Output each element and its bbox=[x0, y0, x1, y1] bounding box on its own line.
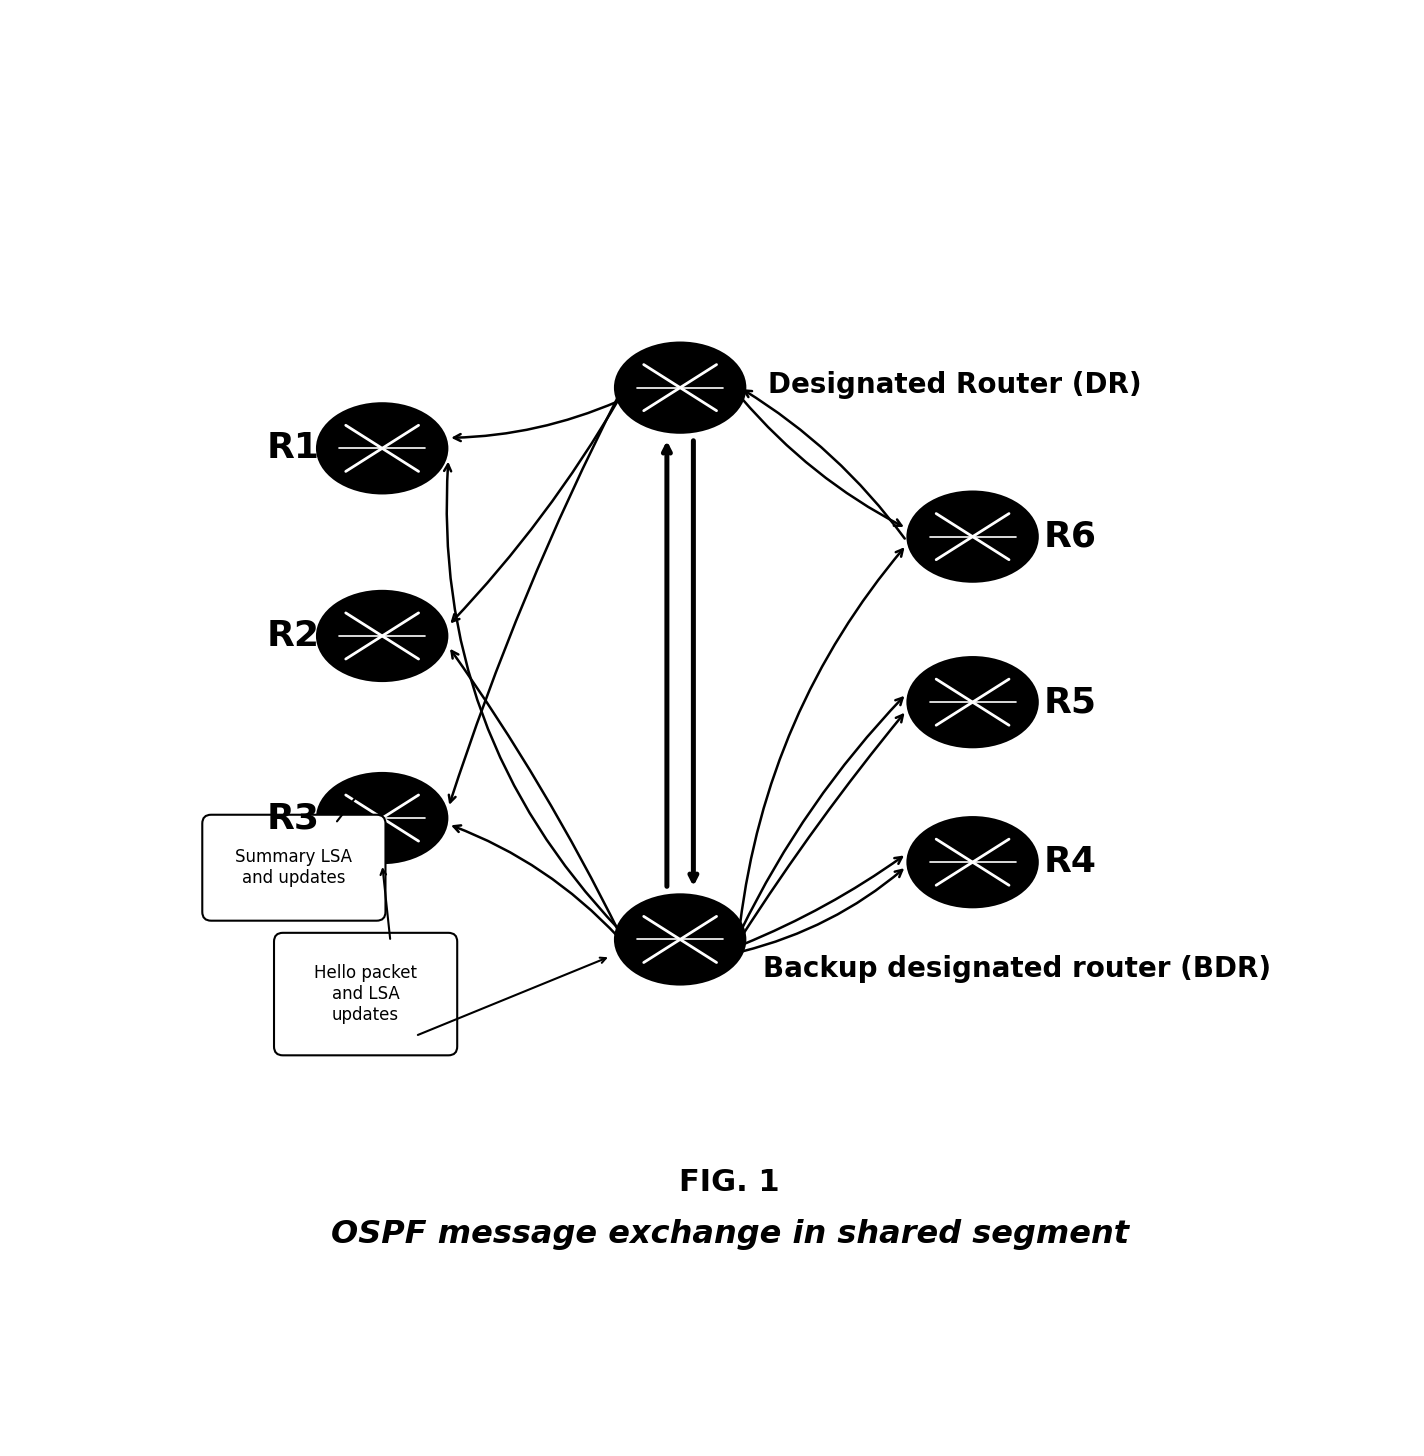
FancyArrowPatch shape bbox=[740, 549, 903, 925]
Ellipse shape bbox=[614, 894, 746, 986]
Text: R1: R1 bbox=[266, 431, 319, 466]
Text: FIG. 1: FIG. 1 bbox=[679, 1168, 780, 1197]
FancyArrowPatch shape bbox=[745, 390, 904, 539]
Text: OSPF message exchange in shared segment: OSPF message exchange in shared segment bbox=[330, 1219, 1129, 1249]
Text: R2: R2 bbox=[266, 619, 319, 652]
FancyArrowPatch shape bbox=[451, 651, 619, 933]
Text: Summary LSA
and updates: Summary LSA and updates bbox=[235, 849, 352, 887]
FancyArrowPatch shape bbox=[454, 826, 618, 938]
Ellipse shape bbox=[907, 815, 1038, 909]
FancyArrowPatch shape bbox=[740, 697, 903, 930]
Ellipse shape bbox=[316, 590, 449, 681]
FancyArrowPatch shape bbox=[453, 399, 619, 622]
FancyBboxPatch shape bbox=[273, 933, 457, 1056]
Ellipse shape bbox=[907, 491, 1038, 582]
FancyArrowPatch shape bbox=[449, 395, 619, 802]
FancyArrowPatch shape bbox=[689, 441, 696, 881]
Text: Hello packet
and LSA
updates: Hello packet and LSA updates bbox=[315, 964, 417, 1024]
Ellipse shape bbox=[614, 342, 746, 434]
Text: R4: R4 bbox=[1044, 844, 1096, 879]
FancyArrowPatch shape bbox=[742, 858, 901, 945]
Ellipse shape bbox=[316, 402, 449, 495]
FancyArrowPatch shape bbox=[664, 446, 671, 887]
FancyArrowPatch shape bbox=[742, 715, 903, 938]
FancyBboxPatch shape bbox=[202, 815, 386, 920]
FancyArrowPatch shape bbox=[454, 402, 618, 441]
FancyArrowPatch shape bbox=[742, 397, 901, 526]
FancyArrowPatch shape bbox=[444, 464, 618, 929]
Text: R6: R6 bbox=[1044, 520, 1096, 553]
Text: Backup designated router (BDR): Backup designated router (BDR) bbox=[763, 955, 1272, 983]
Text: Designated Router (DR): Designated Router (DR) bbox=[769, 371, 1142, 399]
FancyArrowPatch shape bbox=[742, 869, 903, 951]
Text: R3: R3 bbox=[266, 801, 319, 836]
Ellipse shape bbox=[907, 657, 1038, 748]
Text: R5: R5 bbox=[1044, 686, 1096, 719]
Ellipse shape bbox=[316, 772, 449, 865]
